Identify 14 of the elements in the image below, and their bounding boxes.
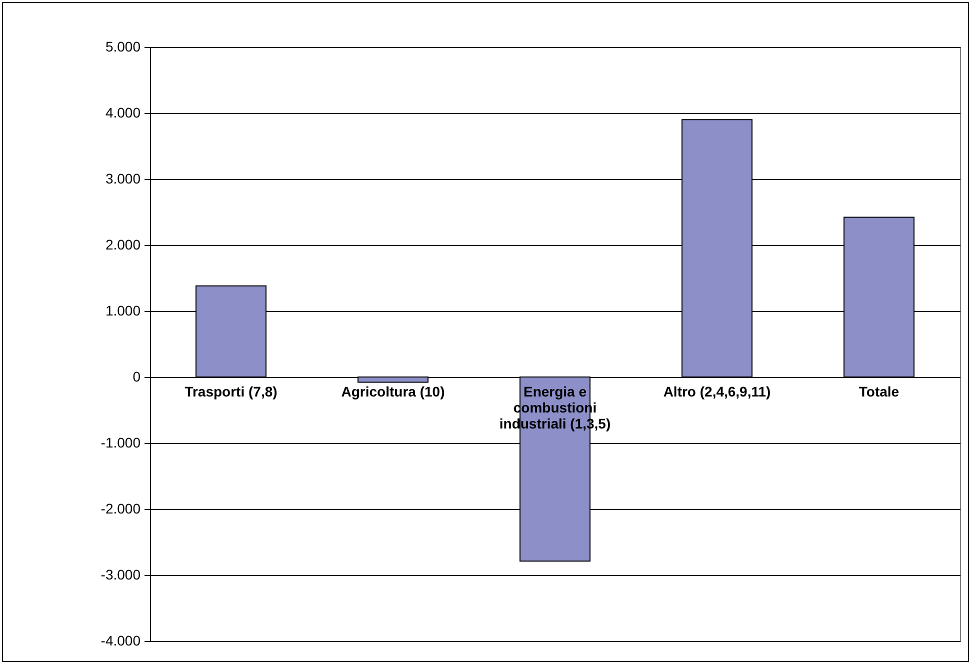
- y-tick-label: -1.000: [100, 434, 141, 450]
- y-tick-label: 3.000: [105, 170, 141, 186]
- x-tick-label: Agricoltura (10): [341, 384, 445, 400]
- y-tick-label: 4.000: [105, 104, 141, 120]
- y-tick-label: -2.000: [100, 500, 141, 516]
- x-tick-label: Altro (2,4,6,9,11): [663, 384, 771, 400]
- y-tick-label: -3.000: [100, 566, 141, 582]
- x-tick-label: Trasporti (7,8): [184, 384, 278, 400]
- y-tick-label: 1.000: [105, 302, 141, 318]
- x-tick-label: Totale: [858, 384, 900, 400]
- y-tick-label: 2.000: [105, 236, 141, 252]
- y-tick-label: 5.000: [105, 38, 141, 54]
- y-tick-label: -4.000: [100, 632, 141, 648]
- y-tick-label: 0: [132, 368, 141, 384]
